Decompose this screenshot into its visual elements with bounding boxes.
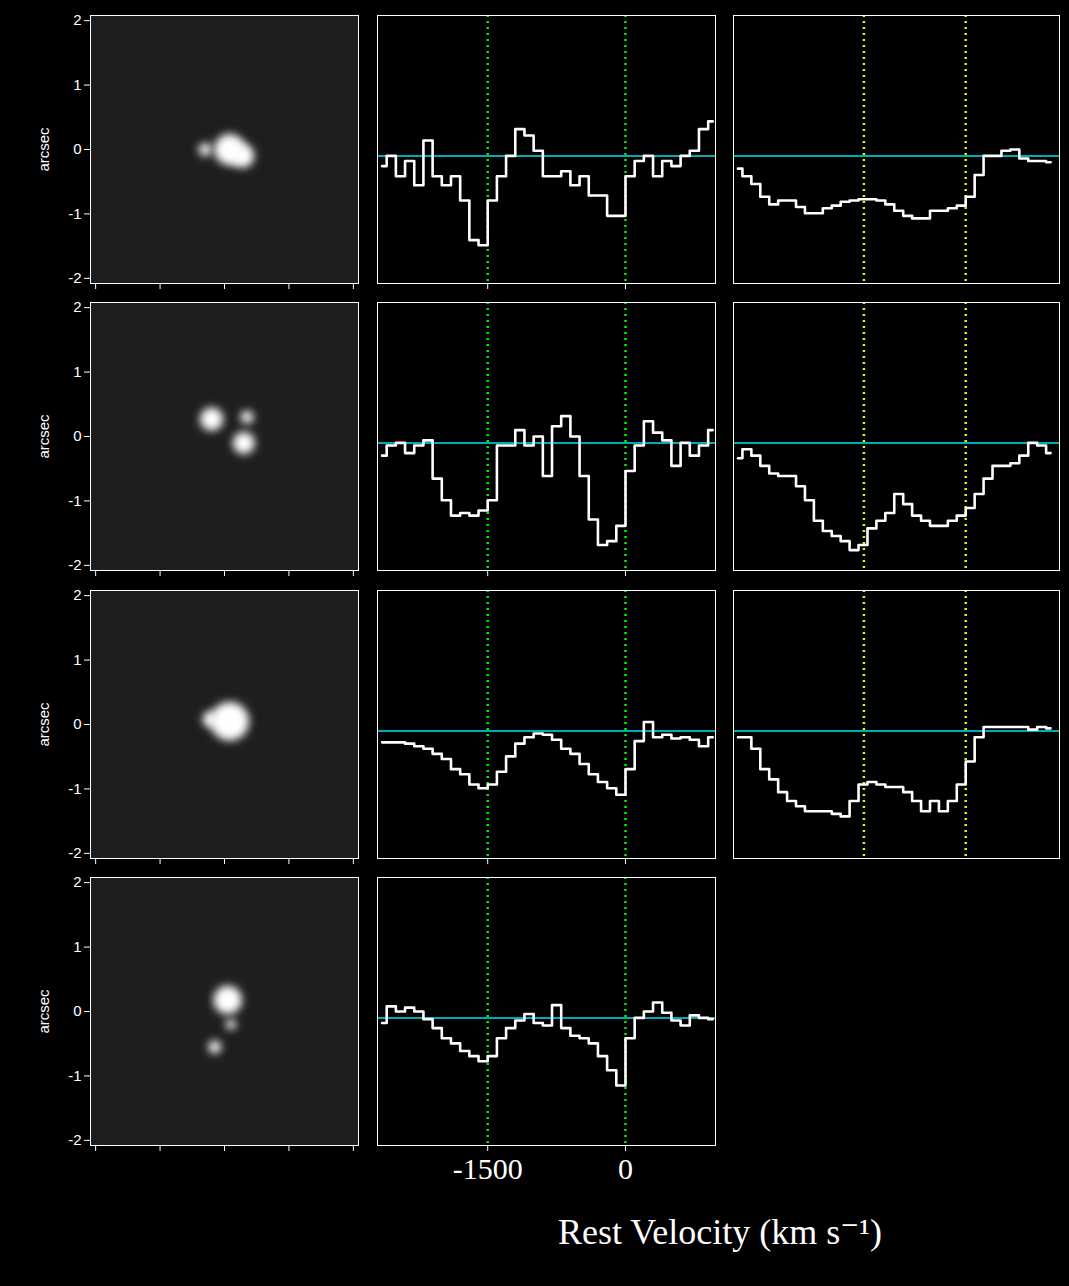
svg-text:2: 2 (73, 873, 81, 890)
svg-text:-1: -1 (68, 205, 81, 222)
svg-text:1: 1 (73, 76, 81, 93)
svg-text:-2: -2 (68, 556, 81, 573)
svg-text:2: 2 (73, 586, 81, 603)
html-text:Rest Velocity (km s⁻¹): Rest Velocity (km s⁻¹) (557, 1212, 883, 1252)
svg-text:-1500: -1500 (453, 1152, 523, 1185)
svg-text:arcsec: arcsec (35, 127, 52, 172)
svg-text:0: 0 (73, 1002, 81, 1019)
svg-text:-2: -2 (68, 844, 81, 861)
svg-text:1: 1 (73, 363, 81, 380)
svg-text:0: 0 (73, 427, 81, 444)
svg-text:1: 1 (73, 651, 81, 668)
svg-text:arcsec: arcsec (35, 989, 52, 1034)
svg-text:0: 0 (73, 715, 81, 732)
svg-text:1: 1 (73, 938, 81, 955)
svg-text:-2: -2 (68, 1131, 81, 1148)
svg-text:-2: -2 (68, 269, 81, 286)
svg-text:2: 2 (73, 11, 81, 28)
svg-text:0: 0 (73, 140, 81, 157)
svg-text:-1: -1 (68, 1067, 81, 1084)
svg-text:2: 2 (73, 298, 81, 315)
svg-text:0: 0 (618, 1152, 633, 1185)
svg-text:arcsec: arcsec (35, 414, 52, 459)
svg-text:-1: -1 (68, 780, 81, 797)
svg-text:arcsec: arcsec (35, 702, 52, 747)
svg-text:-1: -1 (68, 492, 81, 509)
